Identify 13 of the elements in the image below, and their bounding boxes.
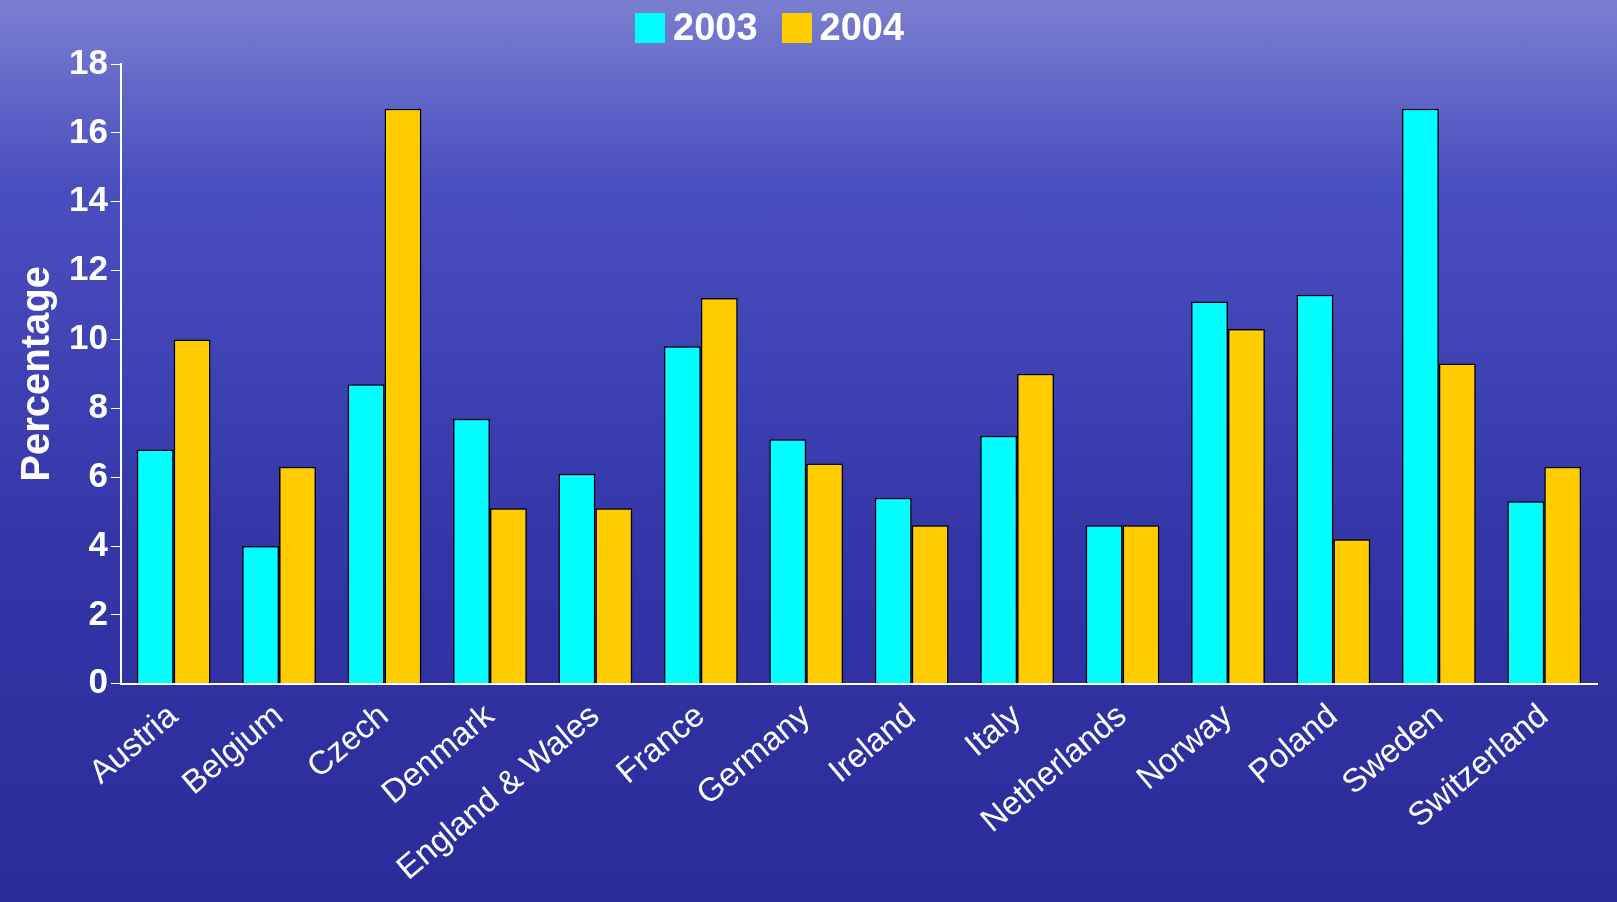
legend-label: 2004 [819,6,905,49]
legend-label: 2003 [673,6,758,49]
y-tick-label: 10 [68,317,108,357]
y-tick-label: 4 [88,523,109,563]
y-tick-label: 14 [68,179,109,219]
y-tick-label: 2 [88,592,108,632]
y-tick-label: 18 [68,41,108,81]
y-tick-label: 6 [88,454,108,494]
y-tick-label: 12 [68,248,108,288]
y-tick-label: 0 [88,661,108,701]
y-tick-label: 8 [88,385,108,425]
y-tick-label: 16 [68,110,108,150]
y-axis-title: Percentage [13,266,58,482]
